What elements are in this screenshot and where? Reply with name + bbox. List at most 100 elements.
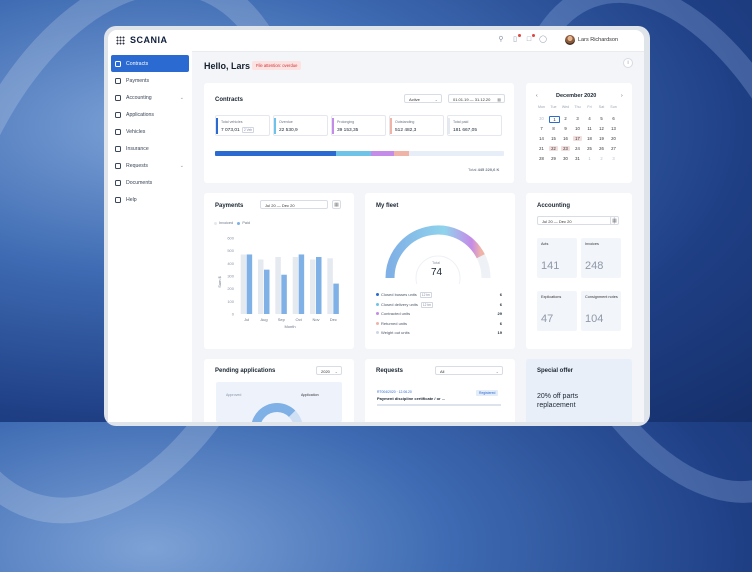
bar-invoiced[interactable] [292, 257, 299, 314]
contracts-stat[interactable]: Prolonging 39 153,35 [331, 115, 386, 136]
fleet-row[interactable]: Returned units 6 [376, 321, 506, 329]
fleet-row[interactable]: Weight out units 19 [376, 330, 506, 338]
calendar-day[interactable]: 27 [611, 146, 616, 151]
calendar-day[interactable]: 8 [552, 126, 555, 131]
gauge-fill [385, 225, 485, 279]
sidebar-item-help[interactable]: Help [111, 191, 189, 208]
calendar-day[interactable]: 4 [588, 116, 591, 121]
apps-grid-icon[interactable] [116, 36, 125, 45]
accounting-calendar-icon[interactable]: ▦ [610, 216, 619, 225]
calendar-day[interactable]: 13 [611, 126, 616, 131]
contracts-stat[interactable]: Total vehicles 7 073,01 2 Veh [215, 115, 270, 136]
calendar-day[interactable]: 12 [599, 126, 604, 131]
sidebar-item-insurance[interactable]: Insurance [111, 140, 189, 157]
calendar-prev-icon[interactable]: ‹ [536, 93, 538, 99]
payments-date-range[interactable]: Jul 20 — Dec 20 [260, 200, 328, 209]
accounting-tile[interactable]: Invoices 248 [581, 238, 621, 278]
contracts-filter-select[interactable]: Active ⌄ [404, 94, 442, 103]
calendar-day[interactable]: 28 [539, 156, 544, 161]
calendar-day[interactable]: 17 [573, 136, 582, 141]
special-offer-card[interactable] [526, 359, 632, 422]
calendar-day[interactable]: 23 [561, 146, 570, 151]
calendar-day[interactable]: 30 [563, 156, 568, 161]
bar-paid[interactable] [281, 274, 287, 314]
fleet-row[interactable]: Closed busses units 12 tm 6 [376, 292, 506, 300]
contracts-stat[interactable]: Total paid 181 667,05 [447, 115, 502, 136]
sidebar-item-documents[interactable]: Documents [111, 174, 189, 191]
calendar-day[interactable]: 10 [575, 126, 580, 131]
accounting-tile[interactable]: Acts 141 [537, 238, 577, 278]
search-icon[interactable]: ⚲ [498, 36, 504, 43]
user-icon[interactable]: ◯ [539, 36, 547, 43]
calendar-day[interactable]: 19 [599, 136, 604, 141]
accounting-tile[interactable]: Consignment notes 104 [581, 291, 621, 331]
bar-paid[interactable] [264, 269, 270, 314]
calendar-next-icon[interactable]: › [621, 93, 623, 99]
calendar-day[interactable]: 2 [564, 116, 567, 121]
sidebar-item-contracts[interactable]: Contracts [111, 55, 189, 72]
sidebar-item-payments[interactable]: Payments [111, 72, 189, 89]
user-name[interactable]: Lars Richardson [578, 37, 619, 43]
calendar-day[interactable]: 11 [587, 126, 592, 131]
sidebar-item-requests[interactable]: Requests ⌄ [111, 157, 189, 174]
bar-paid[interactable] [298, 254, 305, 314]
calendar-weekday: Mon [538, 105, 545, 109]
bar-invoiced[interactable] [258, 259, 264, 314]
calendar-day[interactable]: 18 [587, 136, 592, 141]
calendar-day[interactable]: 5 [600, 116, 603, 121]
calendar-day[interactable]: 30 [539, 116, 544, 121]
pending-year-select[interactable]: 2020 ⌄ [316, 366, 342, 375]
fleet-row[interactable]: Contracted units 29 [376, 311, 506, 319]
bar-invoiced[interactable] [240, 254, 247, 314]
calendar-day[interactable]: 26 [599, 146, 604, 151]
chevron-down-icon[interactable]: ⌄ [179, 162, 184, 169]
calendar-day[interactable]: 14 [539, 136, 544, 141]
calendar-day[interactable]: 1 [549, 116, 560, 123]
contracts-total: Total 445 220,6 K [468, 167, 499, 172]
info-icon[interactable]: i [623, 58, 633, 68]
calendar-day[interactable]: 9 [564, 126, 567, 131]
calendar-day[interactable]: 20 [611, 136, 616, 141]
calendar-day[interactable]: 15 [551, 136, 556, 141]
calendar-day[interactable]: 7 [540, 126, 543, 131]
calendar-day[interactable]: 22 [549, 146, 558, 151]
bar-invoiced[interactable] [310, 259, 316, 314]
calendar-day[interactable]: 2 [600, 156, 603, 161]
request-id[interactable]: RT004/2020 · 12.06.20 [377, 390, 412, 394]
fleet-row[interactable]: Closed delivery units 12 tm 6 [376, 301, 506, 310]
sidebar-item-accounting[interactable]: Accounting ⌄ [111, 89, 189, 106]
chevron-down-icon[interactable]: ⌄ [179, 94, 184, 101]
calendar-day[interactable]: 6 [612, 116, 615, 121]
bar-paid[interactable] [333, 283, 339, 314]
calendar-day[interactable]: 3 [612, 156, 615, 161]
bar-invoiced[interactable] [327, 258, 333, 314]
bar-paid[interactable] [246, 254, 253, 314]
requests-filter-select[interactable]: All ⌄ [435, 366, 503, 375]
calendar-day[interactable]: 21 [539, 146, 544, 151]
calendar-day[interactable]: 24 [575, 146, 580, 151]
calendar-day[interactable]: 3 [576, 116, 579, 121]
contracts-stat[interactable]: Overdue 22 530,9 [273, 115, 328, 136]
sidebar-item-applications[interactable]: Applications [111, 106, 189, 123]
bar-paid[interactable] [316, 257, 322, 314]
calendar-day[interactable]: 31 [575, 156, 580, 161]
bar-invoiced[interactable] [275, 257, 281, 314]
contracts-date-range[interactable]: 01.01.19 — 31.12.20 ▦ [448, 94, 505, 103]
payments-calendar-icon[interactable]: ▦ [332, 200, 341, 209]
avatar[interactable] [565, 35, 575, 45]
calendar-day[interactable]: 25 [587, 146, 592, 151]
stat-accent [274, 118, 276, 134]
warning-badge[interactable]: File attention: overdue [252, 61, 302, 70]
request-text[interactable]: Payment discipline certificate / or ... [377, 396, 446, 401]
accounting-tile[interactable]: Explications 47 [537, 291, 577, 331]
calendar-day[interactable]: 16 [563, 136, 568, 141]
contracts-stat[interactable]: Outstanding 512 482,3 [389, 115, 444, 136]
calendar-day[interactable]: 1 [588, 156, 591, 161]
notification-icon[interactable]: ▯ [511, 34, 521, 44]
sidebar-item-vehicles[interactable]: Vehicles [111, 123, 189, 140]
messages-icon[interactable]: □ [525, 34, 535, 44]
accounting-date-range[interactable]: Jul 20 — Dec 20 [537, 216, 615, 225]
fleet-row-chip: 12 tm [419, 292, 432, 298]
shield-icon [115, 145, 121, 152]
calendar-day[interactable]: 29 [551, 156, 556, 161]
